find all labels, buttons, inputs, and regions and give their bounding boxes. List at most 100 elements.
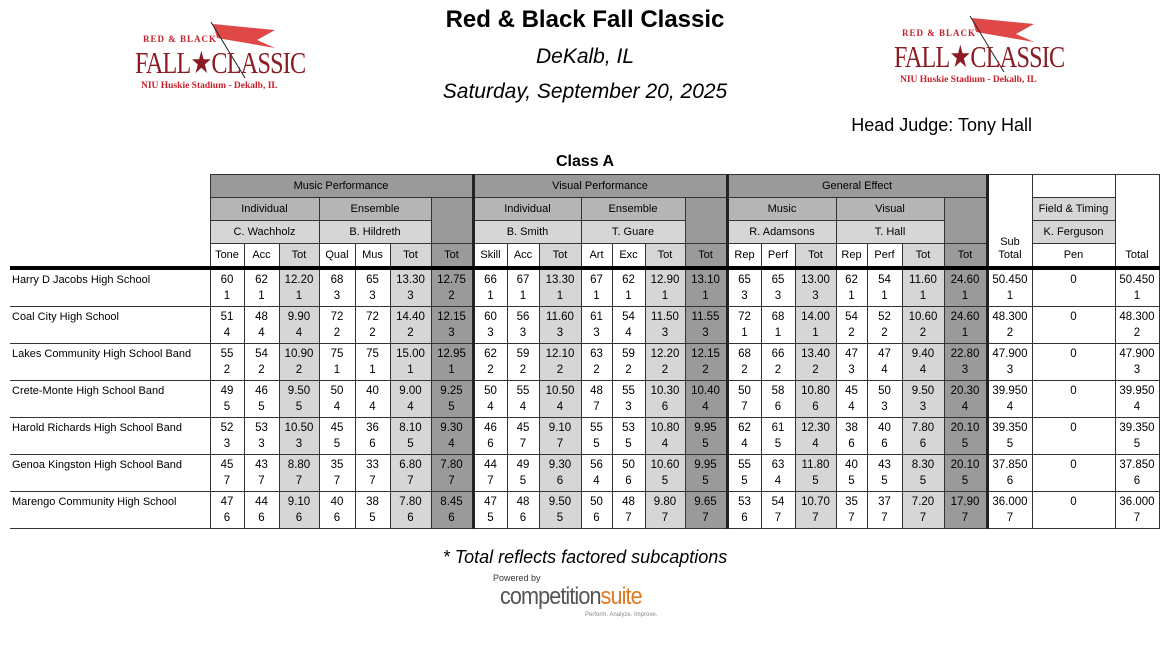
- table-row: Harold Richards High School Band 52 3 53 3 10…: [10, 417, 1160, 455]
- score-cell: 40 5: [835, 454, 868, 492]
- score: 8.80: [287, 459, 311, 471]
- score-cell: 10.60 5: [644, 454, 686, 492]
- rank: 5: [519, 475, 527, 487]
- score-cell: 67 1: [580, 266, 613, 307]
- rank: 1: [593, 290, 600, 302]
- field-timing-header: Field & Timing: [1031, 197, 1116, 221]
- score: 67: [516, 274, 530, 286]
- score: 75: [366, 348, 379, 360]
- rank: 6: [448, 512, 455, 524]
- column-header: Tot: [943, 243, 989, 269]
- rank: 2: [625, 364, 632, 376]
- score-cell: 54 2: [243, 343, 280, 381]
- rank: 4: [487, 401, 494, 413]
- total-header: Total: [1114, 174, 1160, 269]
- rank: 3: [407, 290, 414, 302]
- caption-total-spacer: [430, 197, 475, 244]
- column-header: Rep: [726, 243, 762, 269]
- column-header: Acc: [243, 243, 280, 269]
- score: 14.40: [396, 311, 425, 323]
- score: 58: [771, 385, 785, 397]
- rank: 1: [448, 364, 455, 376]
- score: 72: [366, 311, 379, 323]
- score: 55: [738, 459, 751, 471]
- score-cell: 55 4: [506, 380, 540, 418]
- penalty-cell: 0: [1031, 417, 1116, 455]
- score: 13.00: [801, 274, 830, 286]
- score: 10.90: [284, 348, 314, 360]
- score-cell: 9.25 5: [430, 380, 475, 418]
- table-row: Crete-Monte High School Band 49 5 46 5 9.50 5 5…: [10, 380, 1160, 418]
- rank: 1: [556, 290, 564, 302]
- score-cell: 12.30 4: [794, 417, 837, 455]
- score: 10.60: [650, 459, 680, 471]
- rank: 3: [661, 327, 669, 339]
- score-cell: 7.80 6: [389, 491, 432, 529]
- rank: 7: [295, 475, 303, 487]
- rank: 6: [625, 475, 632, 487]
- score: 38: [845, 422, 858, 434]
- score: 67: [590, 274, 603, 286]
- score: 9.00: [399, 385, 422, 397]
- event-title: Red & Black Fall Classic: [445, 6, 725, 33]
- rank: 6: [812, 401, 819, 413]
- score: 48.300: [1119, 311, 1155, 323]
- score-cell: 13.40 2: [794, 343, 837, 381]
- score-cell: 12.20 2: [644, 343, 686, 381]
- rank: 2: [1133, 327, 1141, 339]
- score-cell: 10.60 2: [901, 306, 945, 344]
- rank: 4: [702, 401, 709, 413]
- score-cell: 9.10 7: [538, 417, 582, 455]
- score: 39.950: [1119, 385, 1155, 397]
- score-cell: 11.60 3: [538, 306, 582, 344]
- footnote: * Total reflects factored subcaptions: [442, 547, 728, 567]
- score-cell: 72 2: [354, 306, 391, 344]
- rank: 6: [333, 512, 341, 524]
- score-cell: 54 2: [835, 306, 868, 344]
- subtotal-cell: 36.000 7: [986, 491, 1033, 529]
- table-row: Coal City High School 51 4 48 4 9.90 4 72 2 72 2 14…: [10, 306, 1160, 344]
- score: 10.80: [650, 422, 680, 434]
- rank: 1: [961, 290, 969, 302]
- rank: 3: [741, 290, 748, 302]
- category-header: Visual Performance: [472, 174, 729, 198]
- score: 37.850: [992, 459, 1028, 471]
- rank: 4: [519, 401, 527, 413]
- score-cell: 65 3: [760, 266, 796, 307]
- score-cell: 40 4: [354, 380, 391, 418]
- rank: 3: [919, 401, 927, 413]
- score: 14.00: [801, 311, 830, 323]
- total-cell: 48.300 2: [1114, 306, 1160, 344]
- column-header: Tot: [901, 243, 945, 269]
- school-name: Crete-Monte High School Band: [10, 380, 211, 418]
- score: 10.60: [908, 311, 938, 323]
- score: 50: [330, 385, 344, 397]
- score: 45: [220, 459, 234, 471]
- subcategory-header: Ensemble: [318, 197, 432, 221]
- score-cell: 33 7: [354, 454, 391, 492]
- rank: 6: [1006, 475, 1014, 487]
- score: 39.350: [992, 422, 1028, 434]
- rank: 3: [812, 290, 819, 302]
- column-header: Rep: [835, 243, 868, 269]
- caption-total-spacer: [943, 197, 989, 244]
- rank: 5: [961, 475, 969, 487]
- score-cell: 11.60 1: [901, 266, 945, 307]
- score-cell: 11.55 3: [684, 306, 729, 344]
- score-cell: 9.90 4: [278, 306, 320, 344]
- score: 55: [590, 422, 603, 434]
- scores-table: Music Performance Visual Performance Gener…: [10, 174, 1160, 529]
- rank: 4: [774, 475, 782, 487]
- score-cell: 46 6: [472, 417, 508, 455]
- powered-by: Powered by: [493, 573, 541, 583]
- score: 40: [330, 496, 344, 508]
- score: 54: [622, 311, 635, 323]
- rank: 7: [556, 438, 564, 450]
- score-cell: 49 5: [506, 454, 540, 492]
- score-cell: 10.50 3: [278, 417, 320, 455]
- judge-name: C. Wachholz: [209, 220, 320, 244]
- table-row: C. Wachholz B. Hildreth B. Smith T. Guare R.…: [10, 220, 1159, 269]
- score: 50.450: [992, 274, 1028, 286]
- score: 54: [255, 348, 268, 360]
- rank: 4: [919, 364, 927, 376]
